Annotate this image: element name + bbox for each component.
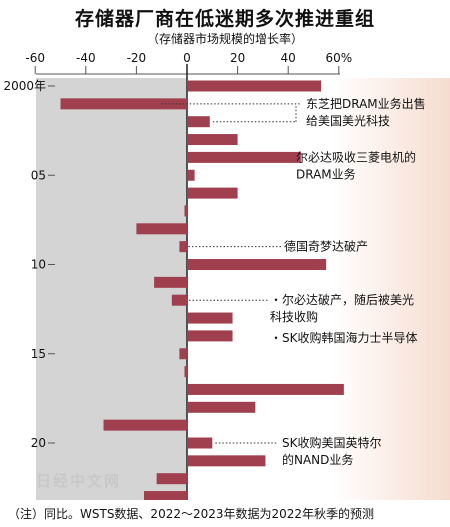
watermark: 日经中文网 [36,472,122,490]
annotation-sk-hynix: ・SK收购韩国海力士半导体 [270,330,418,345]
bar-2018 [187,401,256,413]
x-tick-label: -40 [76,51,96,65]
annotation-qimonda: 德国奇梦达破产 [284,239,368,254]
annotation-elpida: ・尔必达破产，随后被美光科技收购 [270,292,414,324]
bar-2007 [184,205,187,217]
bars [60,80,344,500]
bar-2011 [154,276,187,288]
y-tick-label: 10 [31,258,46,272]
bar-2008 [136,223,187,235]
bar-2010 [187,259,327,270]
positive-zone [187,78,450,500]
y-tick-label: 20 [31,436,46,450]
annotation-leaders [161,103,304,444]
y-tick-label: 2000年 [3,79,46,93]
bar-2003 [187,134,238,146]
bar-2014 [187,330,233,342]
bar-2012 [171,294,187,306]
x-tick-label: 40 [281,51,296,65]
bar-2006 [187,187,238,199]
annotation-toshiba: 东芝把DRAM业务出售给美国美光科技 [306,96,426,128]
bar-2021 [187,455,266,467]
bar-2002 [187,116,210,128]
bar-2000 [187,80,322,92]
x-tick-label: 0 [183,51,191,65]
grid-lines [34,66,340,75]
bar-2016 [184,366,187,378]
bar-2019 [103,419,187,431]
y-tick-label: 15 [31,347,46,361]
annotation-sk-intel: SK收购美国英特尔的NAND业务 [282,435,382,467]
bar-2020 [187,437,213,449]
bar-2017 [187,383,344,395]
x-tick-label: 20 [230,51,245,65]
chart-subtitle: （存储器市场规模的增长率） [146,32,303,46]
x-tick-labels: -60 -40 -20 0 20 40 60% [25,51,352,65]
x-tick-label: -20 [127,51,147,65]
bar-2022 [156,473,187,485]
annotation-elpida-mitsubishi: 尔必达吸收三菱电机的 DRAM业务 [296,149,416,181]
negative-zone [36,78,187,500]
bar-2004 [187,151,301,163]
x-tick-label: -60 [25,51,45,65]
chart-title: 存储器厂商在低迷期多次推进重组 [74,8,375,30]
bar-2013 [187,312,233,324]
y-tick-labels: 2000年 05 10 15 20 [3,79,55,450]
bar-2023 [143,491,187,500]
bar-2009 [179,241,187,253]
bar-2001 [60,98,187,110]
bar-2005 [187,169,195,181]
bar-2015 [179,348,187,360]
y-tick-label: 05 [31,168,46,182]
footnote: （注）同比。WSTS数据、2022～2023年数据为2022年秋季的预测 [8,507,375,521]
x-tick-label: 60% [325,51,352,65]
bar-chart: -60 -40 -20 0 20 40 60% 2000年 05 10 15 20 东芝把DRAM业… [3,51,450,500]
